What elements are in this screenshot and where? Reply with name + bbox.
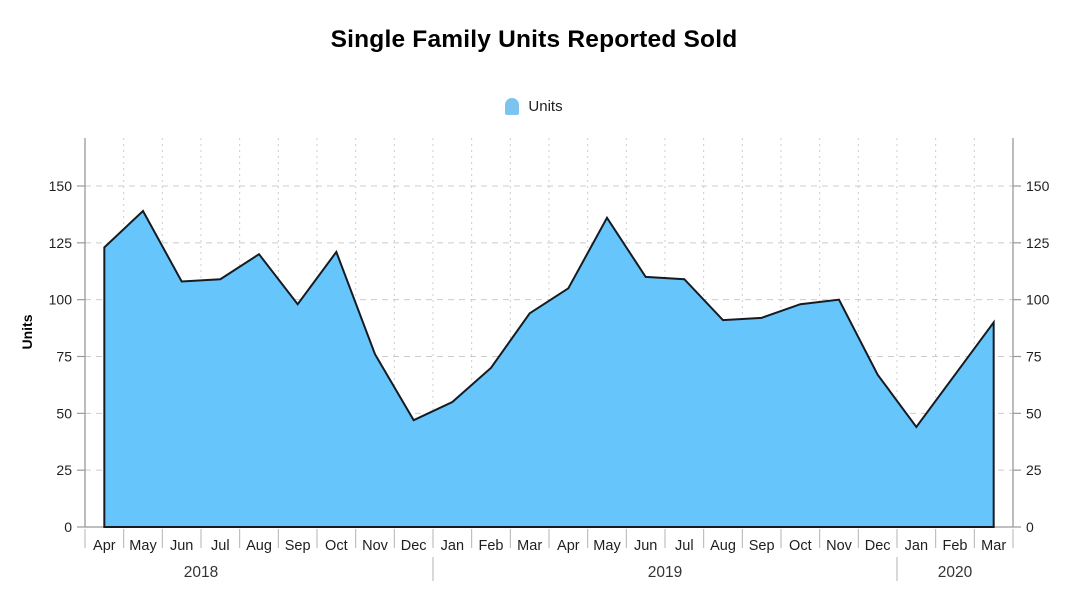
- month-label: Jan: [905, 538, 928, 554]
- month-label: Aug: [710, 538, 736, 554]
- x-ticks: [84, 529, 1014, 548]
- y-tick-label-left: 150: [49, 178, 73, 194]
- area-series-units[interactable]: [103, 209, 995, 528]
- month-label: Aug: [246, 538, 272, 554]
- month-label: Nov: [362, 538, 389, 554]
- y-tick-label-left: 75: [56, 349, 72, 365]
- series: [103, 209, 995, 528]
- y-tick-label-right: 125: [1026, 235, 1050, 251]
- month-label: May: [593, 538, 621, 554]
- month-labels: Apr May Jun Jul Aug Sep Oct Nov Dec Jan Feb Mar Apr M…: [93, 538, 1006, 554]
- month-label: Jun: [170, 538, 193, 554]
- month-label: Sep: [749, 538, 775, 554]
- month-label: Dec: [865, 538, 891, 554]
- chart-title: Single Family Units Reported Sold: [330, 26, 738, 53]
- y-tick-label-left: 25: [56, 462, 72, 478]
- month-label: Feb: [479, 538, 504, 554]
- year-label: 2018: [184, 564, 218, 581]
- year-label: 2019: [648, 564, 682, 581]
- y-tick-label-right: 0: [1026, 519, 1034, 535]
- month-label: Sep: [285, 538, 311, 554]
- month-label: Feb: [943, 538, 968, 554]
- month-label: Jan: [441, 538, 464, 554]
- y-tick-label-right: 150: [1026, 178, 1050, 194]
- legend-label: Units: [528, 98, 563, 115]
- month-label: May: [129, 538, 157, 554]
- y-tick-label-right: 75: [1026, 349, 1042, 365]
- month-label: Dec: [401, 538, 427, 554]
- y-tick-labels: 0 0 25 25 50 50 75 75 100 100 125 125 150 150: [49, 178, 1050, 535]
- month-label: Apr: [93, 538, 116, 554]
- year-axis: 2018 2019 2020: [184, 557, 973, 581]
- y-tick-label-left: 100: [49, 292, 73, 308]
- month-label: Jun: [634, 538, 657, 554]
- month-label: Mar: [517, 538, 542, 554]
- month-label: Oct: [789, 538, 812, 554]
- y-tick-label-left: 50: [56, 405, 72, 421]
- y-tick-label-left: 125: [49, 235, 73, 251]
- month-label: Mar: [981, 538, 1006, 554]
- legend-item-units[interactable]: Units: [505, 98, 563, 115]
- legend-area-marker-icon: [505, 98, 520, 115]
- month-label: Nov: [826, 538, 853, 554]
- month-label: Jul: [675, 538, 694, 554]
- month-label: Jul: [211, 538, 230, 554]
- y-tick-label-left: 0: [64, 519, 72, 535]
- y-tick-label-right: 50: [1026, 405, 1042, 421]
- month-label: Oct: [325, 538, 348, 554]
- y-tick-label-right: 100: [1026, 292, 1050, 308]
- legend: Units: [0, 98, 1068, 115]
- y-tick-label-right: 25: [1026, 462, 1042, 478]
- year-label: 2020: [938, 564, 973, 581]
- month-label: Apr: [557, 538, 580, 554]
